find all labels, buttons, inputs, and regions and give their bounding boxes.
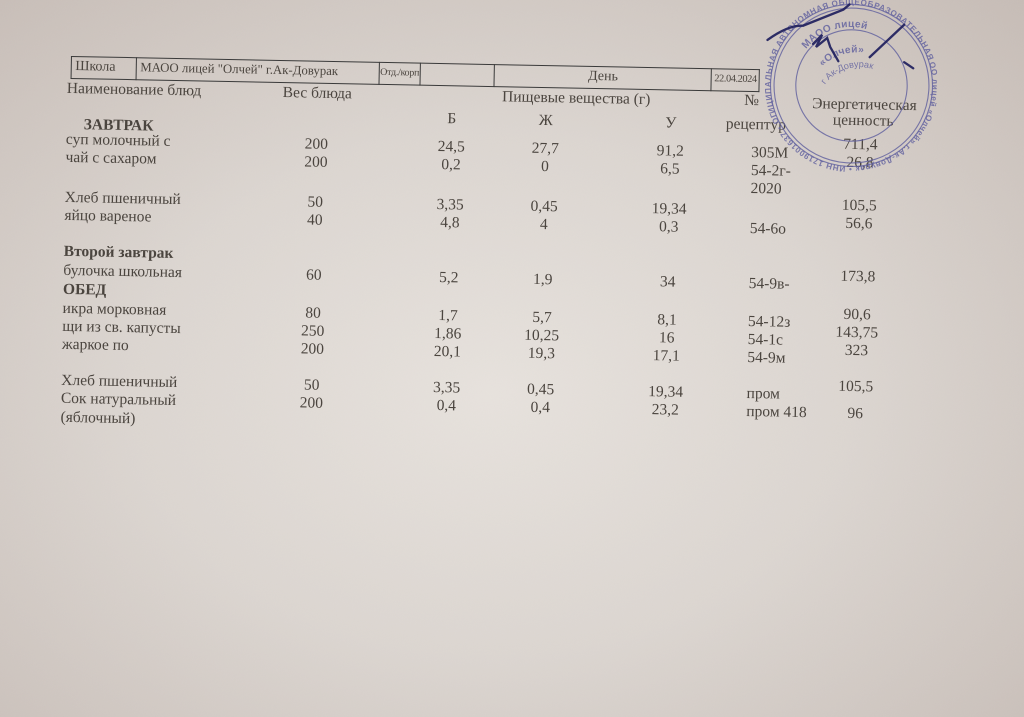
svg-text:МУНИЦИПАЛЬНАЯ АВТОНОМНАЯ ОБЩЕО: МУНИЦИПАЛЬНАЯ АВТОНОМНАЯ ОБЩЕОБРАЗОВАТЕЛ… <box>693 0 936 126</box>
